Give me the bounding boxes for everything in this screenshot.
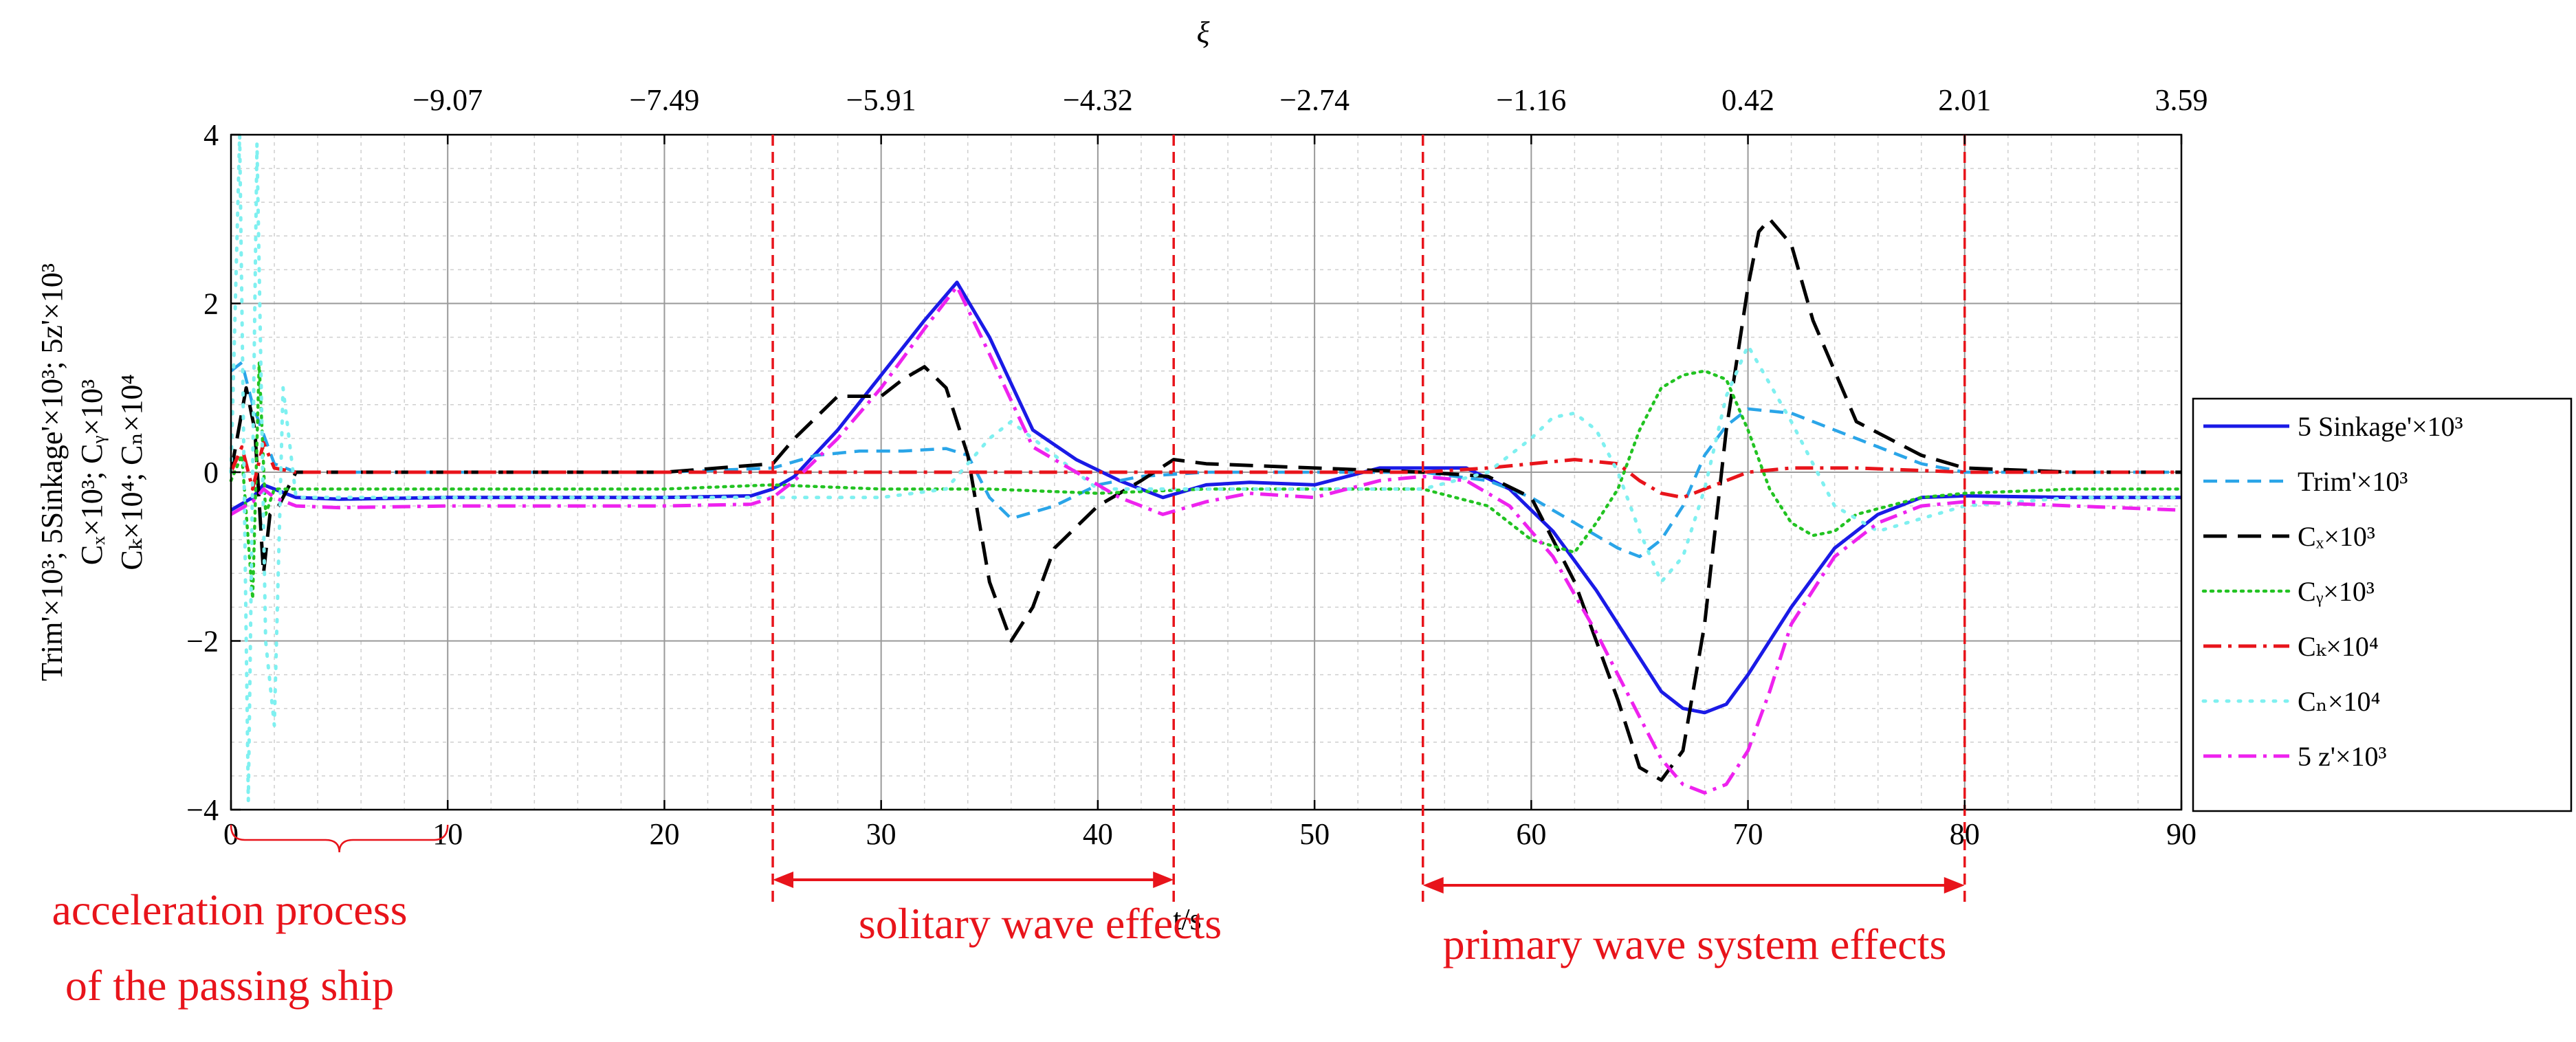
x-tick-label: 20 <box>649 817 679 851</box>
x-tick-label: 80 <box>1950 817 1980 851</box>
arrow-head-right <box>1153 872 1174 888</box>
top-axis-tick-label: −2.74 <box>1279 83 1350 117</box>
x-tick-label: 50 <box>1299 817 1330 851</box>
primary-range-arrow <box>1422 877 1965 894</box>
y-tick-label: 2 <box>203 287 219 321</box>
legend: 5 Sinkage'×10³ Trim'×10³ Cₓ×10³ Cᵧ×10³ C… <box>2192 397 2573 812</box>
top-axis-tick-label: −1.16 <box>1496 83 1566 117</box>
x-tick-label: 70 <box>1733 817 1763 851</box>
y-axis-label-line-1: Trim'×10³; 5Sinkage'×10³; 5z'×10³ <box>35 263 69 681</box>
top-axis-tick-label: −4.32 <box>1063 83 1133 117</box>
legend-label-z: 5 z'×10³ <box>2298 741 2387 772</box>
x-tick-label: 40 <box>1083 817 1113 851</box>
x-tick-label: 30 <box>866 817 896 851</box>
y-axis-label-line-2: Cₓ×10³; Cᵧ×10³ <box>75 379 109 565</box>
top-axis-tick-label: −5.91 <box>846 83 916 117</box>
arrow-head-left <box>773 872 794 888</box>
series-line-z <box>230 285 2182 795</box>
top-axis-tick-label: −7.49 <box>630 83 700 117</box>
x-tick-label: 10 <box>432 817 463 851</box>
legend-label-cn: Cₙ×10⁴ <box>2298 686 2381 717</box>
legend-label-sinkage: 5 Sinkage'×10³ <box>2298 411 2463 442</box>
x-tick-label: 90 <box>2166 817 2197 851</box>
vertical-marker-lines <box>771 135 1966 906</box>
x-tick-label: 0 <box>223 817 239 851</box>
legend-label-ck: Cₖ×10⁴ <box>2298 631 2379 662</box>
x-axis-label: t/s <box>1173 902 1202 936</box>
primary-wave-label: primary wave system effects <box>1443 920 1947 968</box>
top-axis-tick-label: 3.59 <box>2155 83 2208 117</box>
arrow-head-right <box>1944 877 1965 894</box>
annotations: acceleration process of the passing ship… <box>52 824 1965 1010</box>
top-axis-label: ξ <box>1197 16 1210 49</box>
series-layer <box>229 133 2183 803</box>
legend-box <box>2192 397 2573 812</box>
x-tick-label: 60 <box>1516 817 1546 851</box>
top-axis-tick-label: 0.42 <box>1721 83 1774 117</box>
y-tick-label: 4 <box>203 118 219 152</box>
top-axis-tick-label: 2.01 <box>1938 83 1991 117</box>
top-axis-tick-label: −9.07 <box>412 83 483 117</box>
legend-label-cy: Cᵧ×10³ <box>2298 576 2375 607</box>
acceleration-label-line-1: acceleration process <box>52 885 407 934</box>
axis-ticks: 0 10 20 30 40 50 60 70 80 90 −4 −2 0 2 4 −9.07 −7.49 −5.9… <box>186 83 2208 851</box>
series-line-cy <box>229 361 2183 601</box>
arrow-head-left <box>1422 877 1444 894</box>
minor-grid <box>231 135 2181 810</box>
y-axis-label-line-3: Cₖ×10⁴; Cₙ×10⁴ <box>115 374 148 570</box>
acceleration-brace <box>230 824 449 853</box>
solitary-wave-label: solitary wave effects <box>859 899 1222 948</box>
y-tick-label: −2 <box>186 625 219 658</box>
solitary-range-arrow <box>773 872 1174 888</box>
y-tick-label: −4 <box>186 793 219 827</box>
series-line-cn <box>229 133 2183 803</box>
acceleration-label-line-2: of the passing ship <box>65 961 394 1010</box>
y-tick-label: 0 <box>203 456 219 489</box>
legend-label-trim: Trim'×10³ <box>2298 466 2408 497</box>
series-line-sinkage <box>230 280 2181 715</box>
y-axis-label: Trim'×10³; 5Sinkage'×10³; 5z'×10³ Cₓ×10³… <box>35 263 148 681</box>
legend-label-cx: Cₓ×10³ <box>2298 521 2375 552</box>
